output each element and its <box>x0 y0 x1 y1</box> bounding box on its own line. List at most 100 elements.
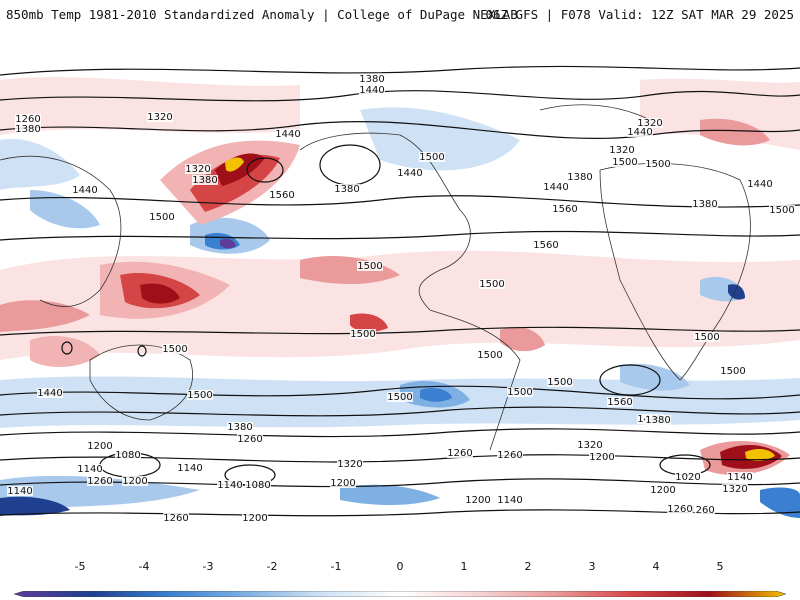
contour-label-bg <box>650 485 676 495</box>
colorbar-gradient <box>14 591 786 597</box>
contour-label-bg <box>769 205 795 215</box>
contour-label-bg <box>689 505 715 515</box>
contour-label-bg <box>162 344 188 354</box>
contour-label: 1080 <box>245 480 270 491</box>
contour-label-bg <box>177 463 203 473</box>
contour-label-bg <box>543 182 569 192</box>
contour-label-bg <box>675 472 701 482</box>
contour-label: 1140 <box>77 464 102 475</box>
contour-label-bg <box>627 127 653 137</box>
contour-label-bg <box>387 392 413 402</box>
contour-label: 1440 <box>275 129 300 140</box>
contour-label: 1200 <box>465 495 490 506</box>
contour-label: 1500 <box>350 329 375 340</box>
contour-label: 1500 <box>357 261 382 272</box>
colorbar-tick-label: -4 <box>138 560 150 573</box>
contour-label-bg <box>479 279 505 289</box>
contour-label: 1380 <box>334 184 359 195</box>
asia-coast <box>0 155 122 307</box>
contour-label: 1320 <box>185 164 210 175</box>
colorbar-tick-label: -1 <box>330 560 342 573</box>
colorbar-tick-label: 1 <box>460 560 468 573</box>
contour-label: 1380 <box>227 422 252 433</box>
contour-label-bg <box>359 74 385 84</box>
contour-label-bg <box>567 172 593 182</box>
colorbar-tick-label: -2 <box>266 560 278 573</box>
contour-label-bg <box>694 332 720 342</box>
contour-label: 1380 <box>15 124 40 135</box>
contour-label: 1320 <box>609 145 634 156</box>
contour-label: 1140 <box>177 463 202 474</box>
contour-label-bg <box>72 185 98 195</box>
contour-label: 1380 <box>567 172 592 183</box>
contour-label-bg <box>722 484 748 494</box>
contour-label-bg <box>185 164 211 174</box>
colorbar-tick-label: -3 <box>202 560 214 573</box>
contour-label-bg <box>87 476 113 486</box>
contour-label: 1020 <box>675 472 700 483</box>
contour-label-bg <box>7 486 33 496</box>
contour-label-bg <box>692 199 718 209</box>
contour-label-bg <box>645 415 671 425</box>
contour-label: 1560 <box>269 190 294 201</box>
europe-coast <box>539 104 651 121</box>
colorbar-tick-label: 2 <box>524 560 532 573</box>
contour-label: 1260 <box>447 448 472 459</box>
contour-label-bg <box>350 329 376 339</box>
contour-label-bg <box>645 159 671 169</box>
colorbar-tick-label: 5 <box>716 560 724 573</box>
contour-label-bg <box>15 114 41 124</box>
contour-label-bg <box>533 240 559 250</box>
contour-label-bg <box>720 366 746 376</box>
header: 850mb Temp 1981-2010 Standardized Anomal… <box>0 0 800 40</box>
contour-label: 1140 <box>7 486 32 497</box>
contour-label-bg <box>577 440 603 450</box>
contour-label: 1320 <box>577 440 602 451</box>
contour-label-bg <box>667 504 693 514</box>
contour-label-bg <box>357 261 383 271</box>
contour-label-bg <box>612 157 638 167</box>
contour-label: 1320 <box>337 459 362 470</box>
contour-label-bg <box>334 184 360 194</box>
contour-label: 1380 <box>692 199 717 210</box>
contour-label: 1320 <box>722 484 747 495</box>
contour-label-bg <box>237 434 263 444</box>
contour-label: 1500 <box>769 205 794 216</box>
contour-label: 1200 <box>122 476 147 487</box>
contour-label: 1500 <box>720 366 745 377</box>
contour-label-bg <box>497 450 523 460</box>
contour-label-bg <box>163 513 189 523</box>
contour-label-bg <box>552 204 578 214</box>
colorbar-tick-label: 3 <box>588 560 596 573</box>
colorbar: -5 -4 -3 -2 -1 0 1 2 3 4 5 <box>0 560 800 600</box>
contour-label: 1200 <box>330 478 355 489</box>
contour-label-bg <box>330 478 356 488</box>
colorbar-tick-label: 4 <box>652 560 660 573</box>
contour-label: 1500 <box>387 392 412 403</box>
contour-label: 1380 <box>645 415 670 426</box>
contour-label: 1560 <box>552 204 577 215</box>
contour-label-bg <box>242 513 268 523</box>
contour-labels: 1380144012601380132014401320138015601380… <box>7 74 795 524</box>
africa-coast <box>599 163 751 381</box>
contour-label-bg <box>187 390 213 400</box>
contour-label-bg <box>337 459 363 469</box>
contour-label-bg <box>37 388 63 398</box>
contour-label: 1500 <box>694 332 719 343</box>
contour-label: 1260 <box>237 434 262 445</box>
contour-label-bg <box>419 152 445 162</box>
contour-label-bg <box>609 145 635 155</box>
contour-label-bg <box>589 452 615 462</box>
contour-label-bg <box>727 472 753 482</box>
contour-label: 1440 <box>72 185 97 196</box>
south-america-coast <box>429 309 521 451</box>
contour-label-bg <box>77 464 103 474</box>
contour-label: 1200 <box>87 441 112 452</box>
contour-label-bg <box>397 168 423 178</box>
contour-label: 1080 <box>115 450 140 461</box>
contour-label: 1200 <box>650 485 675 496</box>
contour-label-bg <box>217 480 243 490</box>
contour-label: 1500 <box>507 387 532 398</box>
contour-label: 1260 <box>667 504 692 515</box>
contour-label: 1560 <box>607 397 632 408</box>
